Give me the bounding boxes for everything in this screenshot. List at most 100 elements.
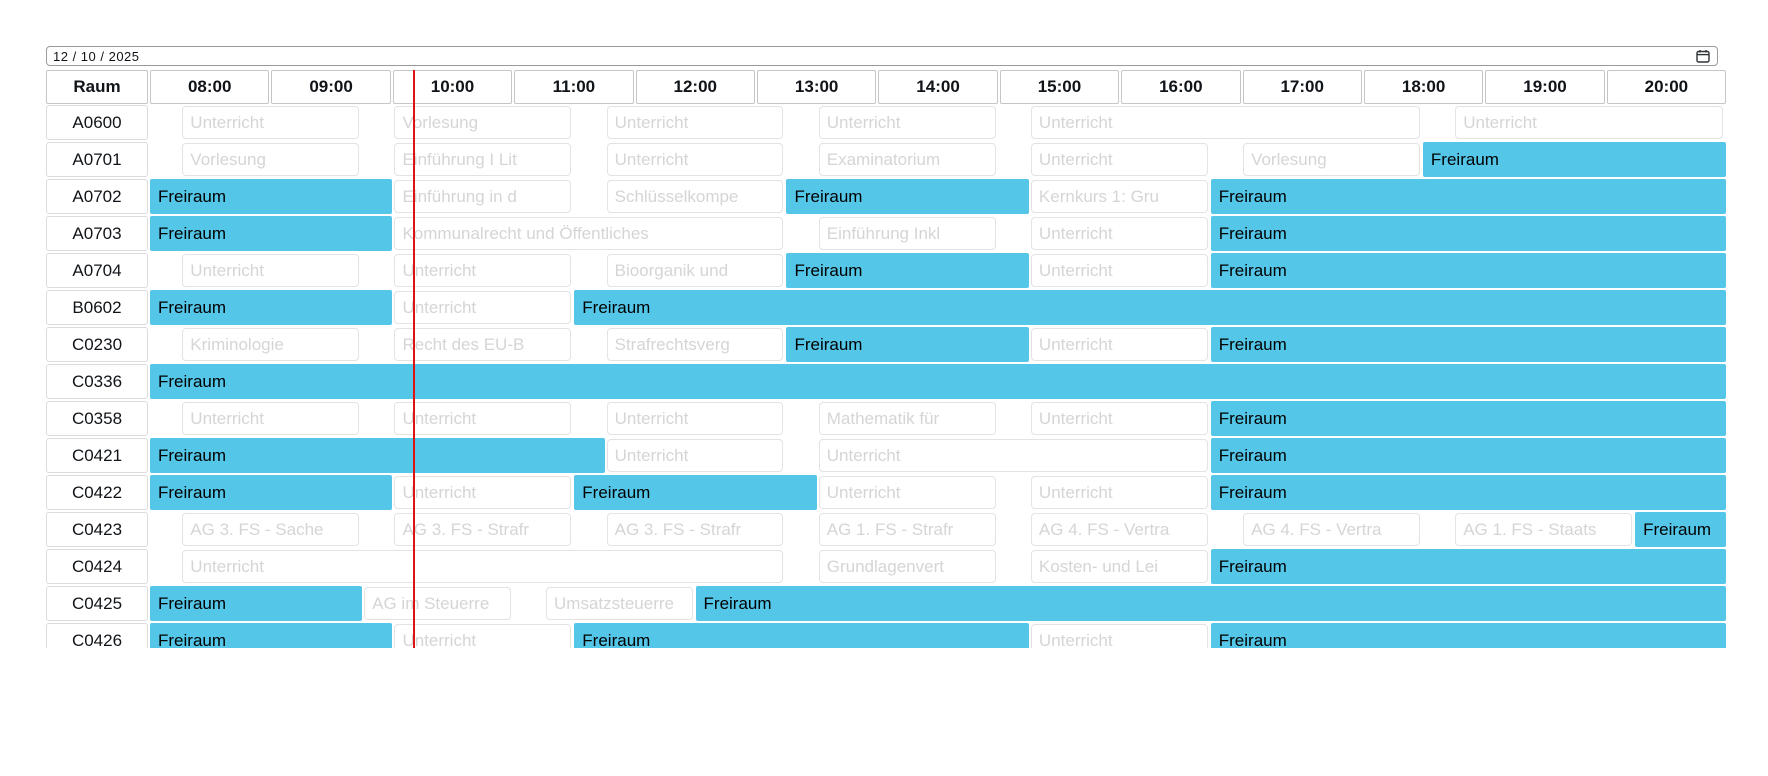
event-busy: AG 3. FS - Sache <box>182 513 360 546</box>
hour-header-1900: 19:00 <box>1485 70 1605 104</box>
event-freiraum[interactable]: Freiraum <box>1210 401 1726 436</box>
event-busy: Unterricht <box>182 402 360 435</box>
room-label-C0336: C0336 <box>46 364 148 399</box>
hour-header-1300: 13:00 <box>756 70 877 104</box>
event-busy: Strafrechtsverg <box>606 328 784 361</box>
event-busy: Grundlagenvert <box>818 550 996 583</box>
room-row-C0358: C0358 Unterricht Unterricht Unterricht Mathe… <box>46 400 1727 437</box>
room-row-C0423: C0423 AG 3. FS - Sache AG 3. FS - Strafr AG… <box>46 511 1727 548</box>
hour-header-0900: 09:00 <box>271 70 391 104</box>
hour-header-1400: 14:00 <box>878 70 998 104</box>
room-timeline-A0600: Unterricht Vorlesung Unterricht Unterricht U… <box>150 104 1726 141</box>
room-timeline-C0423: AG 3. FS - Sache AG 3. FS - Strafr AG 3. F… <box>150 511 1726 548</box>
event-busy: Unterricht <box>1030 106 1420 139</box>
room-row-A0600: A0600 Unterricht Vorlesung Unterricht Unterr… <box>46 104 1727 141</box>
event-busy: Vorlesung <box>182 143 360 176</box>
event-busy: Mathematik für <box>818 402 996 435</box>
room-column-header: Raum <box>46 70 148 104</box>
event-freiraum[interactable]: Freiraum <box>150 586 363 621</box>
event-busy: Kriminologie <box>182 328 360 361</box>
event-busy: Kernkurs 1: Gru <box>1030 180 1208 213</box>
event-freiraum[interactable]: Freiraum <box>786 327 1029 362</box>
event-busy: Unterricht <box>394 402 572 435</box>
room-timeline-C0424: Unterricht Grundlagenvert Kosten- und Lei F… <box>150 548 1726 585</box>
event-busy: Vorlesung <box>1243 143 1420 176</box>
room-row-C0230: C0230 Kriminologie Recht des EU-B Strafrech… <box>46 326 1727 363</box>
room-timeline-C0426: Freiraum Unterricht Freiraum Unterricht Frei… <box>150 622 1726 648</box>
event-busy: Kosten- und Lei <box>1030 550 1208 583</box>
event-freiraum[interactable]: Freiraum <box>150 364 1726 399</box>
room-label-C0425: C0425 <box>46 586 148 621</box>
event-freiraum[interactable]: Freiraum <box>1210 438 1726 473</box>
hour-header-1800: 18:00 <box>1363 70 1484 104</box>
event-busy: Unterricht <box>606 106 784 139</box>
event-freiraum[interactable]: Freiraum <box>150 290 393 325</box>
event-busy: Unterricht <box>182 106 360 139</box>
event-freiraum[interactable]: Freiraum <box>1210 179 1726 214</box>
room-row-C0421: C0421 Freiraum Unterricht Unterricht Freirau… <box>46 437 1727 474</box>
hour-header-1000: 10:00 <box>392 70 513 104</box>
event-busy: Unterricht <box>606 402 784 435</box>
room-label-C0230: C0230 <box>46 327 148 362</box>
event-freiraum[interactable]: Freiraum <box>1210 475 1726 510</box>
event-busy: Unterricht <box>394 254 572 287</box>
room-timeline-C0358: Unterricht Unterricht Unterricht Mathematik… <box>150 400 1726 437</box>
event-freiraum[interactable]: Freiraum <box>150 475 393 510</box>
event-busy: Unterricht <box>1030 143 1208 176</box>
room-row-C0422: C0422 Freiraum Unterricht Freiraum Unterrich… <box>46 474 1727 511</box>
event-freiraum[interactable]: Freiraum <box>574 623 1029 648</box>
event-busy: Einführung I Lit <box>394 143 572 176</box>
event-freiraum[interactable]: Freiraum <box>1210 623 1726 648</box>
room-timeline-C0425: Freiraum AG im Steuerre Umsatzsteuerre Frei… <box>150 585 1726 622</box>
event-busy: Einführung in d <box>394 180 572 213</box>
event-busy: Vorlesung <box>394 106 572 139</box>
event-freiraum[interactable]: Freiraum <box>695 586 1726 621</box>
event-freiraum[interactable]: Freiraum <box>574 475 817 510</box>
event-busy: Unterricht <box>1030 476 1208 509</box>
hour-header-1600: 16:00 <box>1121 70 1241 104</box>
room-row-B0602: B0602 Freiraum Unterricht Freiraum <box>46 289 1727 326</box>
event-freiraum[interactable]: Freiraum <box>150 179 393 214</box>
hour-header-2000: 20:00 <box>1606 70 1727 104</box>
event-busy: Unterricht <box>1030 624 1208 648</box>
calendar-icon[interactable] <box>1695 48 1711 64</box>
event-freiraum[interactable]: Freiraum <box>786 179 1029 214</box>
event-busy: Unterricht <box>1030 402 1208 435</box>
room-timeline-A0701: Vorlesung Einführung I Lit Unterricht Exami… <box>150 141 1726 178</box>
hour-header-1200: 12:00 <box>635 70 755 104</box>
event-busy: Umsatzsteuerre <box>546 587 693 620</box>
hour-header-1100: 11:00 <box>514 70 634 104</box>
event-freiraum[interactable]: Freiraum <box>786 253 1029 288</box>
room-row-C0425: C0425 Freiraum AG im Steuerre Umsatzsteuerr… <box>46 585 1727 622</box>
room-label-A0704: A0704 <box>46 253 148 288</box>
event-freiraum[interactable]: Freiraum <box>1210 327 1726 362</box>
event-busy: Unterricht <box>606 143 784 176</box>
room-label-B0602: B0602 <box>46 290 148 325</box>
room-timeline-A0702: Freiraum Einführung in d Schlüsselkompe Fre… <box>150 178 1726 215</box>
event-busy: AG 3. FS - Strafr <box>606 513 784 546</box>
event-busy: Unterricht <box>1455 106 1723 139</box>
event-freiraum[interactable]: Freiraum <box>1635 512 1726 547</box>
event-busy: AG 4. FS - Vertra <box>1030 513 1208 546</box>
event-busy: Unterricht <box>1030 328 1208 361</box>
event-freiraum[interactable]: Freiraum <box>1210 216 1726 251</box>
event-busy: Examinatorium <box>818 143 996 176</box>
event-busy: Unterricht <box>1030 254 1208 287</box>
event-busy: Unterricht <box>394 291 572 324</box>
event-freiraum[interactable]: Freiraum <box>1210 253 1726 288</box>
event-busy: Recht des EU-B <box>394 328 572 361</box>
event-freiraum[interactable]: Freiraum <box>150 438 605 473</box>
event-freiraum[interactable]: Freiraum <box>150 216 393 251</box>
event-freiraum[interactable]: Freiraum <box>1422 142 1726 177</box>
room-label-C0422: C0422 <box>46 475 148 510</box>
event-freiraum[interactable]: Freiraum <box>574 290 1726 325</box>
room-label-C0426: C0426 <box>46 623 148 648</box>
room-row-C0424: C0424 Unterricht Grundlagenvert Kosten- und… <box>46 548 1727 585</box>
event-freiraum[interactable]: Freiraum <box>1210 549 1726 584</box>
event-busy: Unterricht <box>818 106 996 139</box>
date-input[interactable]: 12 / 10 / 2025 <box>46 46 1718 66</box>
event-freiraum[interactable]: Freiraum <box>150 623 393 648</box>
event-busy: Bioorganik und <box>606 254 784 287</box>
event-busy: Unterricht <box>182 254 360 287</box>
hour-header-1700: 17:00 <box>1242 70 1362 104</box>
